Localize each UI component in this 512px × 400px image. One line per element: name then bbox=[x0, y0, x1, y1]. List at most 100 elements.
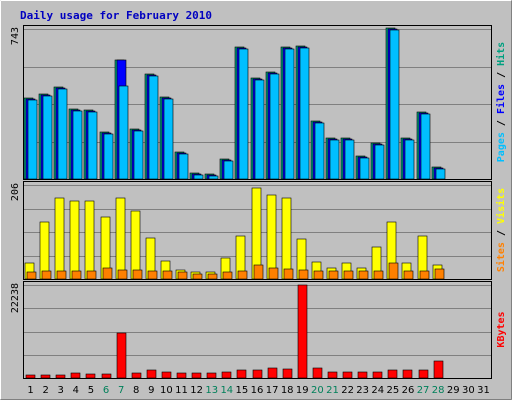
x-tick-label-21: 21 bbox=[326, 385, 339, 396]
x-tick-label-5: 5 bbox=[88, 385, 94, 396]
x-tick-label-25: 25 bbox=[387, 385, 400, 396]
bar-mid-sites-26 bbox=[403, 270, 414, 280]
x-tick-label-31: 31 bbox=[477, 385, 490, 396]
bar-bottom-kbytes-2 bbox=[40, 374, 51, 379]
bar-bottom-kbytes-20 bbox=[312, 367, 323, 379]
x-tick-label-28: 28 bbox=[432, 385, 445, 396]
bar-top-pages-15 bbox=[238, 48, 249, 180]
bar-top-pages-13 bbox=[208, 175, 219, 180]
bar-bottom-kbytes-22 bbox=[342, 371, 353, 379]
bar-mid-visits-8 bbox=[130, 210, 141, 280]
x-tick-label-23: 23 bbox=[356, 385, 369, 396]
bar-mid-visits-4 bbox=[69, 200, 80, 280]
bar-top-pages-19 bbox=[299, 47, 310, 180]
bar-bottom-kbytes-25 bbox=[387, 369, 398, 379]
bar-bottom-kbytes-21 bbox=[327, 371, 338, 379]
bar-mid-sites-19 bbox=[298, 269, 309, 280]
bar-mid-sites-27 bbox=[419, 270, 430, 280]
x-tick-label-24: 24 bbox=[371, 385, 384, 396]
bar-mid-sites-2 bbox=[41, 270, 52, 280]
bar-bottom-kbytes-13 bbox=[206, 372, 217, 379]
bar-bottom-kbytes-8 bbox=[131, 372, 142, 379]
bar-bottom-kbytes-14 bbox=[221, 371, 232, 379]
bar-top-pages-8 bbox=[133, 130, 144, 180]
bar-top-pages-23 bbox=[359, 157, 370, 180]
bar-mid-sites-7 bbox=[117, 269, 128, 280]
bar-bottom-kbytes-27 bbox=[418, 369, 429, 379]
x-tick-label-1: 1 bbox=[27, 385, 33, 396]
bar-bottom-kbytes-10 bbox=[161, 371, 172, 379]
bar-top-pages-17 bbox=[269, 73, 280, 180]
bar-mid-sites-8 bbox=[132, 269, 143, 280]
bar-top-pages-10 bbox=[163, 98, 174, 180]
x-tick-label-26: 26 bbox=[402, 385, 415, 396]
bar-mid-visits-17 bbox=[266, 194, 277, 280]
legend-entry: Files bbox=[495, 84, 507, 114]
bar-top-pages-28 bbox=[435, 168, 446, 180]
x-tick-label-8: 8 bbox=[133, 385, 139, 396]
x-tick-label-13: 13 bbox=[205, 385, 218, 396]
bar-mid-sites-4 bbox=[71, 270, 82, 280]
bar-bottom-kbytes-6 bbox=[101, 373, 112, 379]
bar-mid-visits-18 bbox=[281, 197, 292, 280]
bar-bottom-kbytes-12 bbox=[191, 372, 202, 379]
x-tick-label-16: 16 bbox=[251, 385, 264, 396]
bar-mid-sites-22 bbox=[343, 270, 354, 280]
legend-entry: / bbox=[496, 114, 507, 132]
bar-top-pages-22 bbox=[344, 139, 355, 180]
bar-mid-sites-23 bbox=[358, 270, 369, 280]
x-tick-label-10: 10 bbox=[160, 385, 173, 396]
bar-bottom-kbytes-18 bbox=[282, 368, 293, 379]
legend-entry: / bbox=[496, 224, 507, 242]
legend-entry: Visits bbox=[495, 188, 507, 224]
bar-bottom-kbytes-16 bbox=[252, 369, 263, 379]
bar-top-pages-21 bbox=[329, 139, 340, 180]
bar-mid-visits-2 bbox=[39, 221, 50, 280]
bar-mid-visits-5 bbox=[84, 200, 95, 280]
bar-mid-sites-24 bbox=[373, 270, 384, 280]
bar-mid-sites-25 bbox=[388, 262, 399, 280]
bar-mid-sites-12 bbox=[192, 273, 203, 280]
bar-top-pages-4 bbox=[72, 110, 83, 180]
legend-bottom: KBytes bbox=[496, 311, 507, 347]
legend-entry: Hits bbox=[495, 42, 507, 66]
bar-mid-sites-14 bbox=[222, 271, 233, 280]
bar-top-pages-24 bbox=[374, 144, 385, 180]
bar-top-pages-5 bbox=[87, 111, 98, 180]
bar-bottom-kbytes-4 bbox=[70, 372, 81, 379]
legend-mid: Sites / Visits bbox=[495, 188, 507, 272]
x-tick-label-22: 22 bbox=[341, 385, 354, 396]
x-tick-label-14: 14 bbox=[220, 385, 233, 396]
bar-mid-sites-18 bbox=[283, 268, 294, 280]
x-tick-label-9: 9 bbox=[148, 385, 154, 396]
x-tick-label-15: 15 bbox=[236, 385, 249, 396]
bar-mid-sites-11 bbox=[177, 271, 188, 280]
bar-bottom-kbytes-19 bbox=[297, 284, 308, 379]
bar-bottom-kbytes-11 bbox=[176, 372, 187, 379]
y-max-label-bottom: 22238 bbox=[10, 283, 21, 313]
bar-bottom-kbytes-9 bbox=[146, 369, 157, 379]
bar-mid-sites-20 bbox=[313, 270, 324, 280]
bar-bottom-kbytes-24 bbox=[372, 371, 383, 379]
x-tick-label-11: 11 bbox=[175, 385, 188, 396]
bar-mid-sites-17 bbox=[268, 267, 279, 280]
bar-bottom-kbytes-15 bbox=[236, 369, 247, 379]
x-tick-label-19: 19 bbox=[296, 385, 309, 396]
bar-bottom-kbytes-17 bbox=[267, 367, 278, 379]
bar-bottom-kbytes-5 bbox=[85, 373, 96, 379]
legend-entry: Pages bbox=[496, 132, 507, 162]
bar-top-pages-27 bbox=[420, 113, 431, 180]
bar-mid-sites-28 bbox=[434, 268, 445, 280]
bar-bottom-kbytes-23 bbox=[357, 371, 368, 379]
bar-mid-sites-10 bbox=[162, 270, 173, 280]
bar-bottom-kbytes-28 bbox=[433, 360, 444, 379]
bar-mid-sites-16 bbox=[253, 264, 264, 280]
bar-top-pages-9 bbox=[148, 75, 159, 180]
bar-mid-sites-21 bbox=[328, 270, 339, 280]
bar-bottom-kbytes-7 bbox=[116, 332, 127, 379]
x-tick-label-18: 18 bbox=[281, 385, 294, 396]
panel-frame-bottom bbox=[23, 281, 492, 379]
bar-top-pages-1 bbox=[27, 99, 38, 180]
x-tick-label-29: 29 bbox=[447, 385, 460, 396]
panel-frame-mid bbox=[23, 181, 492, 280]
